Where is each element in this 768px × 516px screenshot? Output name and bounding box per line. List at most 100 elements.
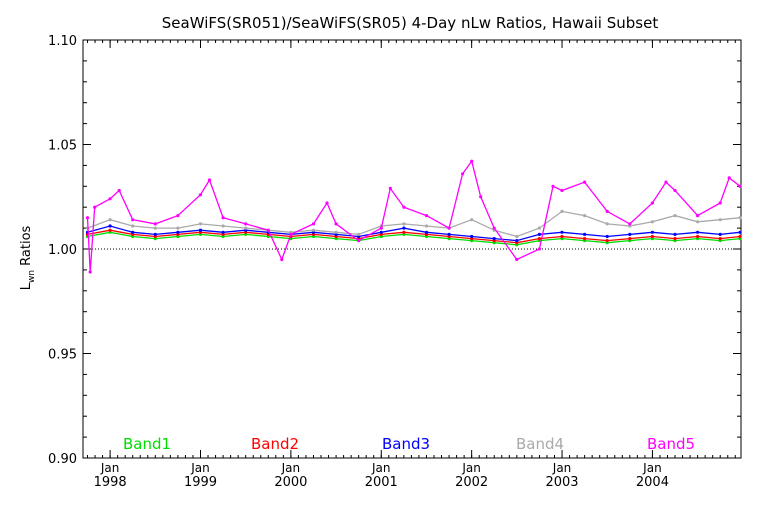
x-tick-year-label: 2002 <box>455 475 488 490</box>
data-point <box>718 218 722 222</box>
data-point <box>131 230 135 234</box>
data-point <box>583 232 587 236</box>
data-point <box>560 230 564 234</box>
y-axis-label-main: L <box>19 282 34 290</box>
x-tick-year-label: 2001 <box>365 475 398 490</box>
data-point <box>664 180 668 184</box>
y-axis-label: Lwn Ratios <box>19 225 37 290</box>
data-point <box>198 193 203 197</box>
data-point <box>492 226 496 230</box>
data-point <box>221 230 225 234</box>
data-point <box>605 222 609 226</box>
data-point <box>673 214 677 218</box>
data-point <box>605 239 609 243</box>
data-point <box>470 218 474 222</box>
data-point <box>560 234 564 239</box>
data-point <box>515 239 519 243</box>
data-point <box>515 257 519 262</box>
data-point <box>325 201 329 205</box>
x-tick-year-label: 1999 <box>184 475 217 490</box>
data-point <box>696 214 700 218</box>
series-line-band2 <box>87 229 741 244</box>
series-band3 <box>85 224 742 243</box>
data-point <box>108 218 112 222</box>
data-point <box>673 232 677 236</box>
data-point <box>650 220 655 224</box>
data-point <box>537 226 542 230</box>
data-point <box>718 201 722 205</box>
plot-area-frame <box>82 39 742 459</box>
axes-layer: 0.900.951.001.051.10Jan1998Jan1999Jan200… <box>48 34 741 490</box>
data-point <box>244 222 248 226</box>
chart-title: SeaWiFS(SR051)/SeaWiFS(SR05) 4-Day nLw R… <box>162 14 659 32</box>
data-point <box>718 237 722 241</box>
data-point <box>673 188 677 193</box>
y-tick-label: 1.10 <box>48 34 77 49</box>
series-layer <box>85 159 742 274</box>
data-point <box>424 224 429 228</box>
data-point <box>696 220 700 224</box>
data-point <box>311 228 316 232</box>
y-axis-label-subscript: wn <box>27 270 37 283</box>
data-point <box>738 216 742 220</box>
data-point <box>280 257 284 262</box>
data-point <box>650 234 655 239</box>
x-tick-year-label: 2004 <box>636 475 669 490</box>
y-tick-label: 1.05 <box>48 139 77 154</box>
data-point <box>628 232 632 236</box>
data-point <box>583 180 587 184</box>
data-point <box>551 184 555 188</box>
data-point <box>738 230 742 234</box>
data-point <box>198 222 203 226</box>
x-tick-month-label: Jan <box>281 461 301 475</box>
data-point <box>153 232 157 236</box>
data-point <box>727 176 731 180</box>
data-point <box>718 232 722 236</box>
series-line-band4 <box>87 210 741 238</box>
data-point <box>334 230 338 234</box>
x-tick-month-label: Jan <box>371 461 391 475</box>
x-tick-year-label: 2000 <box>274 475 307 490</box>
data-point <box>153 226 157 230</box>
data-point <box>402 205 406 209</box>
data-point <box>108 197 112 201</box>
data-point <box>198 228 203 232</box>
x-tick-month-label: Jan <box>552 461 572 475</box>
data-point <box>131 218 135 222</box>
data-point <box>583 237 587 241</box>
data-point <box>447 232 451 236</box>
series-line-band1 <box>87 231 741 246</box>
data-point <box>266 228 270 232</box>
legend-entry-band3: Band3 <box>382 435 430 453</box>
data-point <box>117 188 121 193</box>
data-point <box>738 234 742 239</box>
data-point <box>470 234 474 239</box>
data-point <box>470 159 474 163</box>
data-point <box>388 186 392 190</box>
data-point <box>244 226 248 230</box>
data-point <box>696 230 700 234</box>
data-point <box>560 188 564 193</box>
data-point <box>402 222 406 226</box>
data-point <box>131 224 135 228</box>
data-point <box>492 237 496 241</box>
data-point <box>379 230 383 234</box>
data-point <box>221 216 225 220</box>
data-point <box>515 234 519 239</box>
data-point <box>108 228 112 232</box>
legend-entry-band2: Band2 <box>251 435 299 453</box>
data-point <box>334 222 338 226</box>
legend-entry-band5: Band5 <box>647 435 695 453</box>
data-point <box>176 226 180 230</box>
data-point <box>560 209 564 213</box>
data-point <box>628 222 632 226</box>
data-point <box>424 214 429 218</box>
data-point <box>447 226 451 230</box>
x-tick-year-label: 2003 <box>545 475 578 490</box>
y-tick-label: 0.95 <box>48 348 77 363</box>
data-point <box>221 224 225 228</box>
y-tick-label: 0.90 <box>48 452 77 467</box>
data-point <box>537 247 542 251</box>
data-point <box>461 172 465 176</box>
